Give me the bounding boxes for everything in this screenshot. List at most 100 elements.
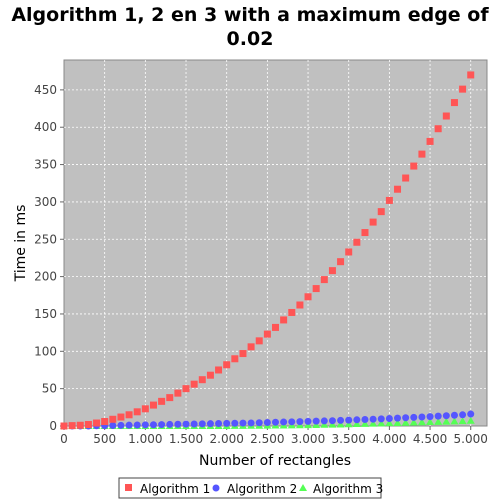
algorithm-1-point: [247, 343, 255, 351]
algorithm-2-point: [231, 419, 239, 427]
algorithm-1-point: [158, 397, 166, 405]
algorithm-2-point: [296, 418, 304, 426]
algorithm-1-point: [133, 408, 141, 416]
algorithm-1-point: [174, 389, 182, 397]
data-points: [60, 71, 475, 430]
algorithm-1-point: [198, 376, 206, 384]
chart-title-line-2: 0.02: [227, 28, 274, 50]
algorithm-2-point: [377, 415, 385, 423]
y-tick-label: 100: [34, 344, 57, 358]
algorithm-1-point: [402, 174, 410, 182]
algorithm-3-point: [385, 419, 394, 427]
algorithm-2-point: [247, 419, 255, 427]
algorithm-3-point: [434, 417, 443, 425]
algorithm-1-point: [255, 337, 263, 345]
algorithm-2-point: [410, 413, 418, 421]
x-axis-ticks: 0 500 1.000 1.500 2.000 2.500 3.000 3.500 4.000 4…: [60, 426, 488, 446]
algorithm-2-point: [255, 419, 263, 427]
algorithm-1-point: [418, 150, 426, 158]
algorithm-3-point: [417, 418, 426, 426]
algorithm-2-point: [223, 419, 231, 427]
algorithm-1-point: [426, 137, 434, 145]
algorithm-2-point: [361, 416, 369, 424]
x-tick-label: 4.500: [413, 432, 447, 446]
algorithm-2-point: [304, 417, 312, 425]
algorithm-2-point: [149, 421, 157, 429]
algorithm-2-point: [402, 414, 410, 422]
algorithm-1-point: [442, 112, 450, 120]
algorithm-2-point: [182, 420, 190, 428]
x-tick-label: 3.000: [291, 432, 325, 446]
algorithm-1-point: [337, 258, 345, 266]
algorithm-2-point: [312, 417, 320, 425]
y-tick-label: 200: [34, 270, 57, 284]
algorithm-1-point: [141, 405, 149, 413]
algorithm-2-point: [141, 421, 149, 429]
algorithm-3-point: [401, 418, 410, 426]
algorithm-3-point: [393, 418, 402, 426]
algorithm-3-point: [426, 418, 435, 426]
algorithm-1-point: [320, 276, 328, 284]
algorithm-3-point: [466, 416, 475, 424]
algorithm-3-point: [360, 419, 369, 427]
algorithm-1-point: [459, 85, 467, 93]
algorithm-2-point: [198, 420, 206, 428]
y-tick-label: 250: [34, 232, 57, 246]
x-tick-label: 4.000: [372, 432, 406, 446]
algorithm-2-point: [263, 418, 271, 426]
legend-marker-algorithm-2: [212, 484, 220, 492]
algorithm-2-point: [117, 421, 125, 429]
algorithm-1-point: [345, 248, 353, 256]
algorithm-2-point: [450, 411, 458, 419]
x-tick-label: 3.500: [332, 432, 366, 446]
y-tick-label: 450: [34, 83, 57, 97]
algorithm-1-point: [394, 185, 402, 193]
algorithm-2-point: [206, 420, 214, 428]
algorithm-1-point: [239, 350, 247, 358]
algorithm-2-point: [353, 416, 361, 424]
algorithm-2-point: [426, 413, 434, 421]
x-tick-label: 2.000: [210, 432, 244, 446]
algorithm-1-point: [296, 301, 304, 309]
algorithm-2-point: [418, 413, 426, 421]
legend-label-algorithm-2: Algorithm 2: [227, 482, 297, 496]
algorithm-2-point: [328, 417, 336, 425]
algorithm-2-point: [320, 417, 328, 425]
y-tick-label: 300: [34, 195, 57, 209]
algorithm-2-point: [174, 420, 182, 428]
algorithm-3-point: [442, 417, 451, 425]
algorithm-1-point: [149, 401, 157, 409]
algorithm-1-point: [328, 267, 336, 275]
algorithm-3-point: [352, 420, 361, 428]
x-tick-label: 5.000: [454, 432, 488, 446]
y-axis-label: Time in ms: [13, 205, 29, 283]
algorithm-1-point: [182, 385, 190, 393]
algorithm-2-point: [369, 415, 377, 423]
y-tick-label: 350: [34, 158, 57, 172]
algorithm-1-point: [312, 285, 320, 293]
algorithm-3-point: [409, 418, 418, 426]
algorithm-1-point: [353, 238, 361, 246]
algorithm-1-point: [410, 162, 418, 170]
algorithm-2-point: [272, 418, 279, 426]
y-tick-label: 400: [34, 120, 57, 134]
legend: Algorithm 1 Algorithm 2 Algorithm 3: [118, 477, 383, 499]
algorithm-1-point: [109, 415, 117, 423]
y-axis-ticks: 0 50 100 150 200 250 300 350 400 450: [34, 83, 64, 433]
algorithm-2-point: [158, 421, 166, 429]
algorithm-1-point: [60, 422, 68, 430]
algorithm-2-point: [459, 411, 467, 419]
algorithm-2-point: [394, 414, 402, 422]
algorithm-1-point: [84, 421, 92, 429]
x-axis-label: Number of rectangles: [199, 453, 351, 469]
algorithm-3-point: [336, 420, 345, 428]
algorithm-1-point: [215, 366, 223, 374]
algorithm-1-point: [377, 208, 385, 216]
x-tick-label: 1.000: [128, 432, 162, 446]
algorithm-1-point: [361, 229, 369, 237]
algorithm-1-point: [206, 371, 214, 379]
x-tick-label: 0: [60, 432, 68, 446]
algorithm-2-point: [442, 412, 450, 420]
legend-label-algorithm-1: Algorithm 1: [140, 482, 210, 496]
algorithm-1-point: [450, 99, 458, 107]
